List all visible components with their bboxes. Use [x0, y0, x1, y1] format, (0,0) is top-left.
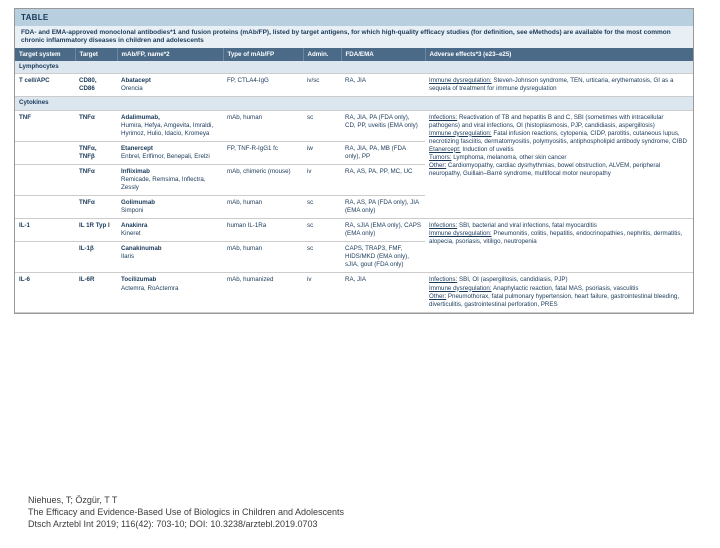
col-target-system: Target system — [15, 48, 75, 61]
citation-block: Niehues, T; Özgür, T T The Efficacy and … — [28, 494, 344, 530]
col-adverse: Adverse effects*3 (e23–e25) — [425, 48, 693, 61]
header-row: Target system Target mAb/FP, name*2 Type… — [15, 48, 693, 61]
citation-journal: Dtsch Arztebl Int 2019; 116(42): 703-10;… — [28, 518, 344, 530]
section-row: Lymphocytes — [15, 61, 693, 74]
citation-author: Niehues, T; Özgür, T T — [28, 494, 344, 506]
col-admin: Admin. — [303, 48, 341, 61]
table-row: TNFTNFαAdalimumab,Humira, Hefya, Amgevit… — [15, 110, 693, 141]
table-description: FDA- and EMA-approved monoclonal antibod… — [15, 26, 693, 48]
section-row: Cytokines — [15, 97, 693, 110]
table-row: IL-1IL 1R Typ IAnakinraKinerethuman IL-1… — [15, 219, 693, 242]
citation-title: The Efficacy and Evidence-Based Use of B… — [28, 506, 344, 518]
table-tag: TABLE — [15, 9, 693, 26]
col-type: Type of mAb/FP — [223, 48, 303, 61]
col-name: mAb/FP, name*2 — [117, 48, 223, 61]
table-row: IL-6IL-6RTocilizumabActemra, RoActemramA… — [15, 273, 693, 312]
table-row: T cell/APCCD80, CD86AbataceptOrenciaFP, … — [15, 74, 693, 97]
main-table: Target system Target mAb/FP, name*2 Type… — [15, 48, 693, 312]
col-target: Target — [75, 48, 117, 61]
table-container: TABLE FDA- and EMA-approved monoclonal a… — [14, 8, 694, 314]
col-fdaema: FDA/EMA — [341, 48, 425, 61]
